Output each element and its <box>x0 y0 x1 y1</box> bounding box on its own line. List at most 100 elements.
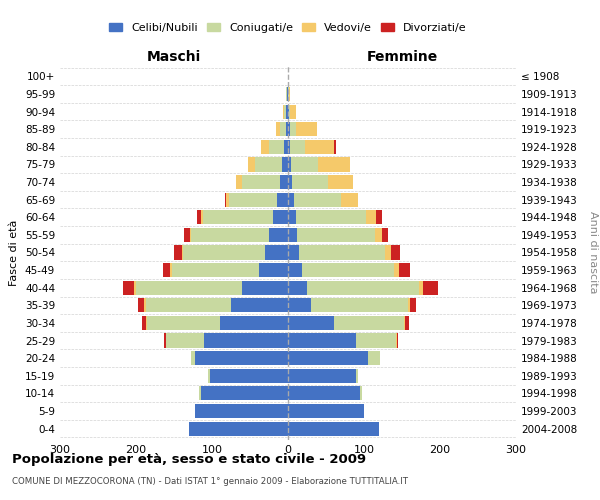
Bar <box>197 210 200 224</box>
Bar <box>311 298 408 312</box>
Bar <box>205 334 288 347</box>
Bar <box>288 122 290 136</box>
Y-axis label: Fasce di età: Fasce di età <box>10 220 19 286</box>
Bar <box>163 263 170 277</box>
Bar <box>195 351 288 365</box>
Bar <box>286 122 288 136</box>
Bar <box>294 192 341 206</box>
Bar <box>191 228 269 242</box>
Bar <box>399 263 410 277</box>
Bar <box>174 246 182 260</box>
Bar <box>164 334 166 347</box>
Text: Maschi: Maschi <box>147 50 201 64</box>
Bar <box>236 175 242 189</box>
Bar <box>286 87 287 101</box>
Bar <box>284 140 288 154</box>
Bar <box>189 422 288 436</box>
Bar <box>410 298 416 312</box>
Bar <box>365 210 376 224</box>
Bar <box>208 368 211 383</box>
Bar <box>289 87 290 101</box>
Bar <box>182 246 183 260</box>
Bar <box>134 280 136 295</box>
Bar <box>136 280 242 295</box>
Bar <box>269 140 284 154</box>
Bar <box>242 280 288 295</box>
Bar <box>288 334 356 347</box>
Bar <box>397 334 398 347</box>
Bar <box>290 140 305 154</box>
Bar <box>288 316 334 330</box>
Bar <box>307 280 419 295</box>
Bar <box>288 386 360 400</box>
Bar <box>226 192 229 206</box>
Bar <box>242 175 280 189</box>
Bar <box>288 87 289 101</box>
Bar <box>220 316 288 330</box>
Bar <box>146 298 231 312</box>
Bar <box>276 122 280 136</box>
Text: Femmine: Femmine <box>367 50 437 64</box>
Bar <box>288 298 311 312</box>
Bar <box>280 175 288 189</box>
Bar <box>328 175 353 189</box>
Bar <box>262 140 269 154</box>
Bar <box>282 158 288 172</box>
Bar <box>183 246 265 260</box>
Bar <box>296 210 365 224</box>
Y-axis label: Anni di nascita: Anni di nascita <box>589 211 598 294</box>
Bar <box>334 316 404 330</box>
Bar <box>288 422 379 436</box>
Bar <box>374 228 382 242</box>
Bar <box>184 228 190 242</box>
Bar <box>405 316 409 330</box>
Bar <box>284 104 286 118</box>
Text: Popolazione per età, sesso e stato civile - 2009: Popolazione per età, sesso e stato civil… <box>12 452 366 466</box>
Bar <box>287 87 288 101</box>
Bar <box>280 122 286 136</box>
Bar <box>288 210 296 224</box>
Bar <box>382 228 388 242</box>
Bar <box>146 316 148 330</box>
Bar <box>200 210 203 224</box>
Text: COMUNE DI MEZZOCORONA (TN) - Dati ISTAT 1° gennaio 2009 - Elaborazione TUTTITALI: COMUNE DI MEZZOCORONA (TN) - Dati ISTAT … <box>12 478 408 486</box>
Bar <box>288 104 289 118</box>
Bar <box>256 158 282 172</box>
Bar <box>360 386 362 400</box>
Bar <box>317 158 350 172</box>
Bar <box>231 298 288 312</box>
Bar <box>292 175 328 189</box>
Bar <box>385 246 391 260</box>
Bar <box>288 280 307 295</box>
Bar <box>225 192 226 206</box>
Bar <box>302 263 394 277</box>
Bar <box>368 351 380 365</box>
Bar <box>297 228 374 242</box>
Bar <box>277 192 288 206</box>
Bar <box>290 122 296 136</box>
Bar <box>288 175 292 189</box>
Bar <box>259 263 288 277</box>
Bar <box>288 404 364 418</box>
Bar <box>148 316 220 330</box>
Bar <box>123 280 134 295</box>
Bar <box>291 158 317 172</box>
Bar <box>288 263 302 277</box>
Bar <box>273 210 288 224</box>
Bar <box>356 334 396 347</box>
Bar <box>283 104 284 118</box>
Bar <box>288 158 291 172</box>
Bar <box>248 158 256 172</box>
Bar <box>288 140 290 154</box>
Bar <box>288 351 368 365</box>
Bar <box>419 280 422 295</box>
Bar <box>195 404 288 418</box>
Bar <box>290 104 296 118</box>
Bar <box>404 316 405 330</box>
Bar <box>408 298 410 312</box>
Bar <box>356 368 358 383</box>
Bar <box>286 104 288 118</box>
Bar <box>288 246 299 260</box>
Legend: Celibi/Nubili, Coniugati/e, Vedovi/e, Divorziati/e: Celibi/Nubili, Coniugati/e, Vedovi/e, Di… <box>105 18 471 37</box>
Bar <box>299 246 385 260</box>
